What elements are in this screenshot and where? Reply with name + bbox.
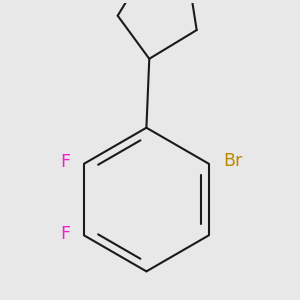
Text: F: F: [60, 153, 70, 171]
Text: Br: Br: [223, 152, 242, 170]
Text: F: F: [60, 225, 70, 243]
